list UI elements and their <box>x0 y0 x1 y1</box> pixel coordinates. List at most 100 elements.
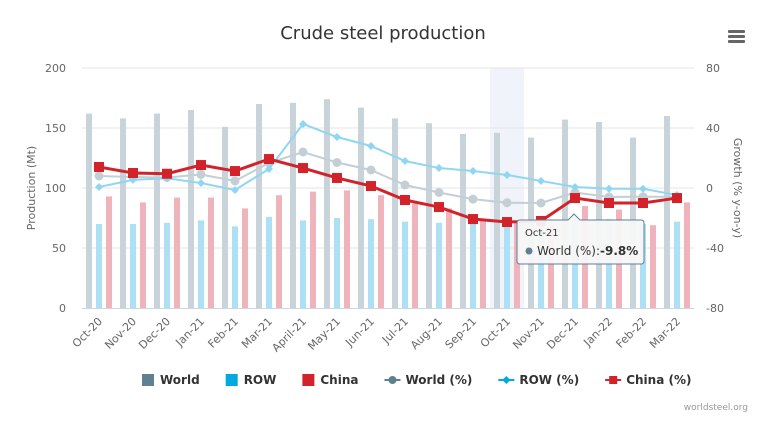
bar-china <box>514 221 520 308</box>
point-china <box>672 193 682 204</box>
bar-row <box>538 222 544 308</box>
legend-item-row[interactable]: ROW <box>225 373 277 387</box>
hamburger-menu-icon[interactable] <box>728 30 745 43</box>
legend-swatch-world <box>142 374 154 386</box>
x-tick-label: Jan-21 <box>173 315 208 350</box>
x-tick-label: Nov-21 <box>510 315 547 352</box>
legend-label: World <box>160 373 200 387</box>
point-row <box>639 184 647 193</box>
bar-row <box>334 218 340 308</box>
x-tick-label: Mar-22 <box>647 315 683 351</box>
point-row <box>435 164 443 173</box>
tooltip-series-marker <box>525 247 533 255</box>
point-china <box>604 198 614 208</box>
point-row <box>605 184 613 193</box>
point-china <box>366 181 376 192</box>
bar-china <box>208 197 214 308</box>
y2-axis-title: Growth (% y-on-y) <box>731 138 744 238</box>
legend-marker-china <box>609 376 618 384</box>
point-row <box>367 142 375 150</box>
x-tick-label: Sep-21 <box>443 315 480 352</box>
bar-world <box>154 113 160 308</box>
line-row <box>98 122 678 197</box>
bar-world <box>290 102 296 308</box>
point-china <box>502 217 512 228</box>
point-row <box>265 164 273 173</box>
point-row <box>95 182 103 191</box>
x-tick-label: Jan-22 <box>581 315 616 350</box>
x-tick-label: Oct-21 <box>478 315 513 350</box>
bar-china <box>344 190 350 308</box>
y-tick-label: 50 <box>52 242 66 255</box>
bar-row <box>198 220 204 308</box>
point-china <box>638 198 648 208</box>
point-world <box>468 194 478 204</box>
bar-china <box>684 202 690 308</box>
bar-row <box>504 221 510 308</box>
point-world <box>434 188 444 197</box>
legend-label: ROW (%) <box>519 373 579 387</box>
bar-world <box>460 134 466 308</box>
bar-china <box>276 195 282 308</box>
point-world <box>332 158 342 167</box>
point-world <box>94 171 104 181</box>
point-china <box>434 202 444 213</box>
point-row <box>333 133 341 141</box>
bar-world <box>664 116 670 308</box>
legend-item-row[interactable]: ROW (%) <box>498 373 579 387</box>
point-row <box>231 185 239 194</box>
bar-world <box>392 118 398 309</box>
legend-marker-world <box>388 376 397 384</box>
point-row <box>503 170 511 179</box>
bar-china <box>650 225 656 308</box>
x-tick-label: Oct-20 <box>70 315 105 350</box>
tooltip: Oct-21 World (%): -9.8% <box>516 213 645 265</box>
point-world <box>366 165 376 175</box>
legend-marker-row <box>502 376 511 384</box>
bar-row <box>266 216 272 308</box>
point-row <box>401 157 409 165</box>
point-china <box>128 168 138 178</box>
point-china <box>570 193 580 204</box>
bar-china <box>174 197 180 308</box>
bar-row <box>674 221 680 308</box>
point-china <box>94 162 104 172</box>
tooltip-box <box>516 213 645 265</box>
bar-row <box>96 224 102 308</box>
point-world <box>230 176 240 186</box>
bars <box>86 99 690 309</box>
x-tick-label: Dec-21 <box>544 315 581 352</box>
y2-tick-label: -40 <box>706 242 724 255</box>
legend-item-china[interactable]: China (%) <box>605 373 691 387</box>
point-china <box>332 172 342 183</box>
bar-world <box>562 119 568 308</box>
point-row <box>197 179 205 188</box>
point-world <box>298 147 308 157</box>
credit-link[interactable]: worldsteel.org <box>684 403 748 413</box>
legend-label: China <box>320 373 358 387</box>
point-world <box>196 170 206 179</box>
bar-china <box>310 191 316 308</box>
bar-world <box>120 118 126 309</box>
legend-item-world[interactable]: World (%) <box>384 373 472 387</box>
bar-world <box>86 113 92 308</box>
bar-row <box>164 222 170 308</box>
bar-china <box>480 219 486 308</box>
point-china <box>264 154 274 165</box>
axes: 050100150200-80-4004080Oct-20Nov-20Dec-2… <box>45 62 724 355</box>
legend-swatch-row <box>225 374 238 386</box>
x-tick-label: May-21 <box>305 315 343 353</box>
y2-tick-label: -80 <box>706 302 724 315</box>
point-china <box>162 168 172 179</box>
bar-china <box>140 202 146 308</box>
bar-china <box>378 195 384 308</box>
legend-swatch-china <box>302 374 315 386</box>
y-tick-label: 0 <box>59 302 66 315</box>
legend-item-world[interactable]: World <box>142 373 200 387</box>
legend-item-china[interactable]: China <box>302 373 358 387</box>
bar-row <box>436 222 442 308</box>
x-tick-label: Feb-21 <box>205 315 241 351</box>
bar-row <box>368 219 374 308</box>
bar-row <box>470 221 476 308</box>
